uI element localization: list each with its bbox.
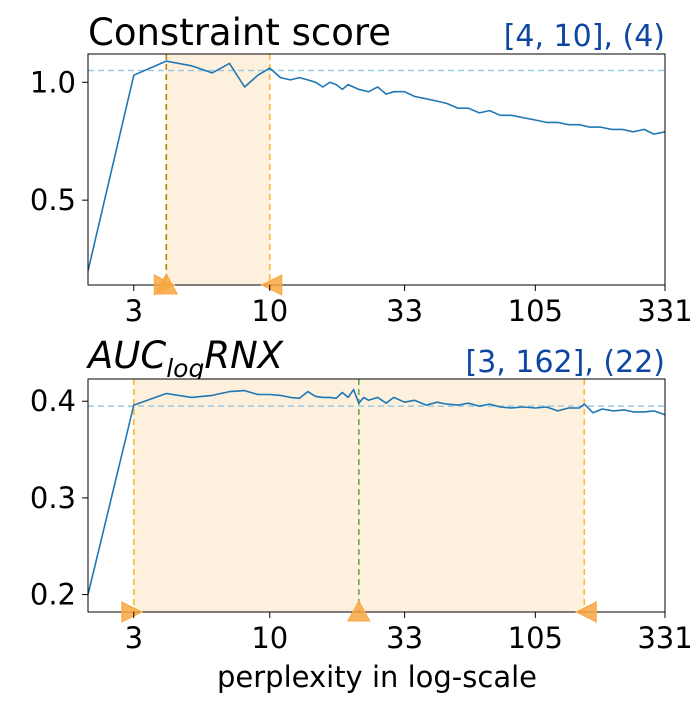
- panel-1-title: Constraint score: [88, 11, 391, 54]
- panel-2-title-rest: RNX: [204, 334, 284, 377]
- x-axis-label: perplexity in log-scale: [217, 660, 537, 694]
- panel-1-x-tick-label: 10: [251, 294, 288, 328]
- panel-1-range-label: [4, 10], (4): [504, 19, 665, 54]
- panel-2-x-tick-label: 33: [386, 621, 423, 655]
- panel-1-y-tick-label: 1.0: [30, 65, 76, 99]
- panel-2-y-tick-label: 0.4: [30, 384, 76, 418]
- panel-1-axes-frame: [87, 53, 666, 286]
- panel-2-x-tick-label: 331: [637, 621, 692, 655]
- panel-2-title-main: AUC: [86, 334, 166, 377]
- panel-1-y-tick-label: 0.5: [30, 183, 76, 217]
- panel-2-series-line: [87, 388, 666, 595]
- panel-1-x-tick-label: 33: [386, 294, 423, 328]
- panel-2-x-tick-label: 10: [251, 621, 288, 655]
- panel-1-range-band: [166, 54, 270, 285]
- panel-2-x-tick-label: 3: [125, 621, 143, 655]
- panel-2-range-label: [3, 162], (22): [466, 345, 665, 380]
- panel-1-x-tick-label: 105: [508, 294, 563, 328]
- panel-1-plot: 3 10 33 105 331 0.5 1.0: [30, 53, 693, 328]
- panel-2-y-tick-label: 0.3: [30, 481, 76, 515]
- panel-2-band-start-marker: [121, 601, 143, 623]
- panel-1-x-tick-label: 3: [125, 294, 143, 328]
- panel-2-title-subscript: log: [166, 354, 204, 383]
- panel-2-x-tick-label: 105: [508, 621, 563, 655]
- panel-1-series-line: [87, 60, 666, 272]
- panel-2-best-marker: [346, 599, 371, 622]
- panel-2-plot: 3 10 33 105 331 0.2 0.3 0.4: [30, 378, 693, 655]
- panel-1-x-tick-label: 331: [637, 294, 692, 328]
- panel-1-band-end-marker: [260, 274, 283, 296]
- panel-2-band-end-marker: [575, 601, 597, 623]
- panel-2-title: AUClogRNX: [86, 334, 285, 383]
- panel-2-axes-frame: [87, 378, 666, 613]
- panel-1-best-marker: [154, 272, 179, 295]
- panel-2-y-tick-label: 0.2: [30, 578, 76, 612]
